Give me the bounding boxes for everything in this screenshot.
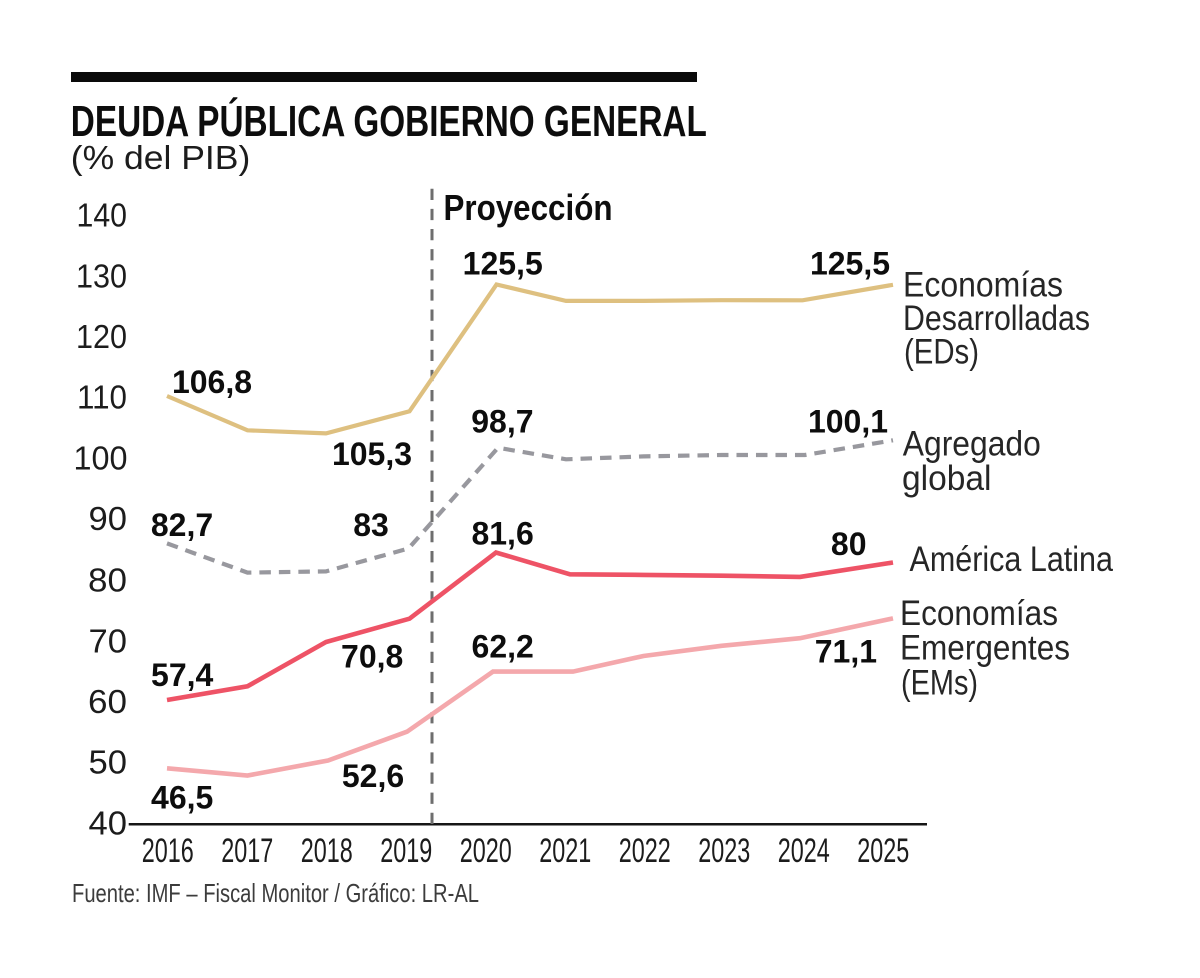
svg-text:100,1: 100,1 <box>808 403 888 439</box>
svg-text:Agregado: Agregado <box>903 425 1041 464</box>
svg-text:81,6: 81,6 <box>471 515 533 551</box>
svg-text:82,7: 82,7 <box>151 507 213 543</box>
svg-text:62,2: 62,2 <box>472 629 534 665</box>
svg-text:Economías: Economías <box>900 594 1058 633</box>
svg-text:2025: 2025 <box>857 832 909 870</box>
svg-text:2021: 2021 <box>539 832 591 870</box>
svg-text:América Latina: América Latina <box>910 540 1114 579</box>
svg-text:100: 100 <box>74 440 128 477</box>
svg-text:Proyección: Proyección <box>444 187 613 228</box>
svg-text:(EDs): (EDs) <box>904 333 979 372</box>
svg-text:71,1: 71,1 <box>815 634 877 670</box>
svg-text:2019: 2019 <box>380 832 432 870</box>
svg-text:105,3: 105,3 <box>332 436 412 472</box>
svg-text:(EMs): (EMs) <box>901 664 978 703</box>
svg-text:52,6: 52,6 <box>342 758 404 794</box>
svg-text:125,5: 125,5 <box>463 246 543 282</box>
svg-text:80: 80 <box>831 526 867 562</box>
svg-text:110: 110 <box>77 379 127 416</box>
svg-text:40: 40 <box>89 805 128 842</box>
svg-text:140: 140 <box>77 197 128 234</box>
svg-text:Economías: Economías <box>903 266 1063 305</box>
svg-text:98,7: 98,7 <box>471 403 533 439</box>
svg-text:50: 50 <box>89 744 128 781</box>
svg-text:global: global <box>902 459 992 498</box>
svg-text:57,4: 57,4 <box>151 657 213 693</box>
svg-text:106,8: 106,8 <box>172 364 252 400</box>
svg-text:Desarrolladas: Desarrolladas <box>903 299 1090 338</box>
svg-text:90: 90 <box>89 500 128 537</box>
svg-text:(% del PIB): (% del PIB) <box>71 139 251 176</box>
svg-text:Fuente: IMF – Fiscal Monitor /: Fuente: IMF – Fiscal Monitor / Gráfico: … <box>72 878 479 908</box>
svg-text:130: 130 <box>76 257 127 294</box>
svg-text:2023: 2023 <box>698 832 750 870</box>
svg-text:2018: 2018 <box>301 832 353 870</box>
svg-text:70: 70 <box>89 622 128 659</box>
svg-text:2020: 2020 <box>460 832 512 870</box>
svg-text:Emergentes: Emergentes <box>900 629 1070 668</box>
svg-text:125,5: 125,5 <box>810 246 890 282</box>
svg-text:120: 120 <box>76 318 127 355</box>
svg-text:2017: 2017 <box>221 832 273 870</box>
svg-text:80: 80 <box>88 562 127 599</box>
svg-text:2024: 2024 <box>778 832 830 870</box>
svg-text:DEUDA PÚBLICA GOBIERNO GENERAL: DEUDA PÚBLICA GOBIERNO GENERAL <box>71 96 707 146</box>
svg-text:60: 60 <box>88 683 127 720</box>
svg-text:2022: 2022 <box>619 832 671 870</box>
svg-text:83: 83 <box>353 507 389 543</box>
svg-text:46,5: 46,5 <box>151 780 213 816</box>
svg-text:70,8: 70,8 <box>341 639 403 675</box>
svg-text:2016: 2016 <box>142 832 194 870</box>
